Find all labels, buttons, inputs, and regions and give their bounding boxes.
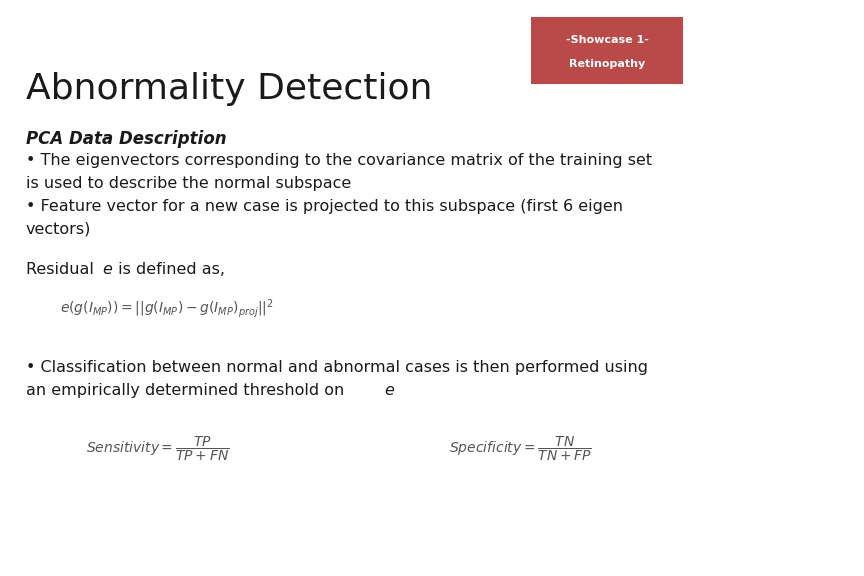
- Text: Retinopathy: Retinopathy: [569, 59, 645, 69]
- Text: • The eigenvectors corresponding to the covariance matrix of the training set: • The eigenvectors corresponding to the …: [26, 153, 652, 168]
- Text: $Specificity = \dfrac{TN}{TN + FP}$: $Specificity = \dfrac{TN}{TN + FP}$: [449, 435, 592, 463]
- Text: an empirically determined threshold on: an empirically determined threshold on: [26, 383, 349, 398]
- Text: PCA Data Description: PCA Data Description: [26, 130, 226, 147]
- Text: is used to describe the normal subspace: is used to describe the normal subspace: [26, 176, 351, 191]
- Text: • Classification between normal and abnormal cases is then performed using: • Classification between normal and abno…: [26, 360, 648, 375]
- Text: e: e: [384, 383, 394, 398]
- FancyBboxPatch shape: [531, 17, 683, 84]
- Text: • Feature vector for a new case is projected to this subspace (first 6 eigen: • Feature vector for a new case is proje…: [26, 199, 623, 214]
- Text: Residual: Residual: [26, 262, 98, 277]
- Text: vectors): vectors): [26, 222, 92, 237]
- Text: -Showcase 1-: -Showcase 1-: [566, 36, 648, 46]
- Text: e: e: [102, 262, 111, 277]
- Text: is defined as,: is defined as,: [113, 262, 226, 277]
- Text: $e(g(I_{MP})) = ||g(I_{MP}) - g(I_{MP})_{proj}||^2$: $e(g(I_{MP})) = ||g(I_{MP}) - g(I_{MP})_…: [60, 297, 275, 320]
- Text: $Sensitivity = \dfrac{TP}{TP + FN}$: $Sensitivity = \dfrac{TP}{TP + FN}$: [86, 435, 230, 463]
- Text: Abnormality Detection: Abnormality Detection: [26, 72, 432, 106]
